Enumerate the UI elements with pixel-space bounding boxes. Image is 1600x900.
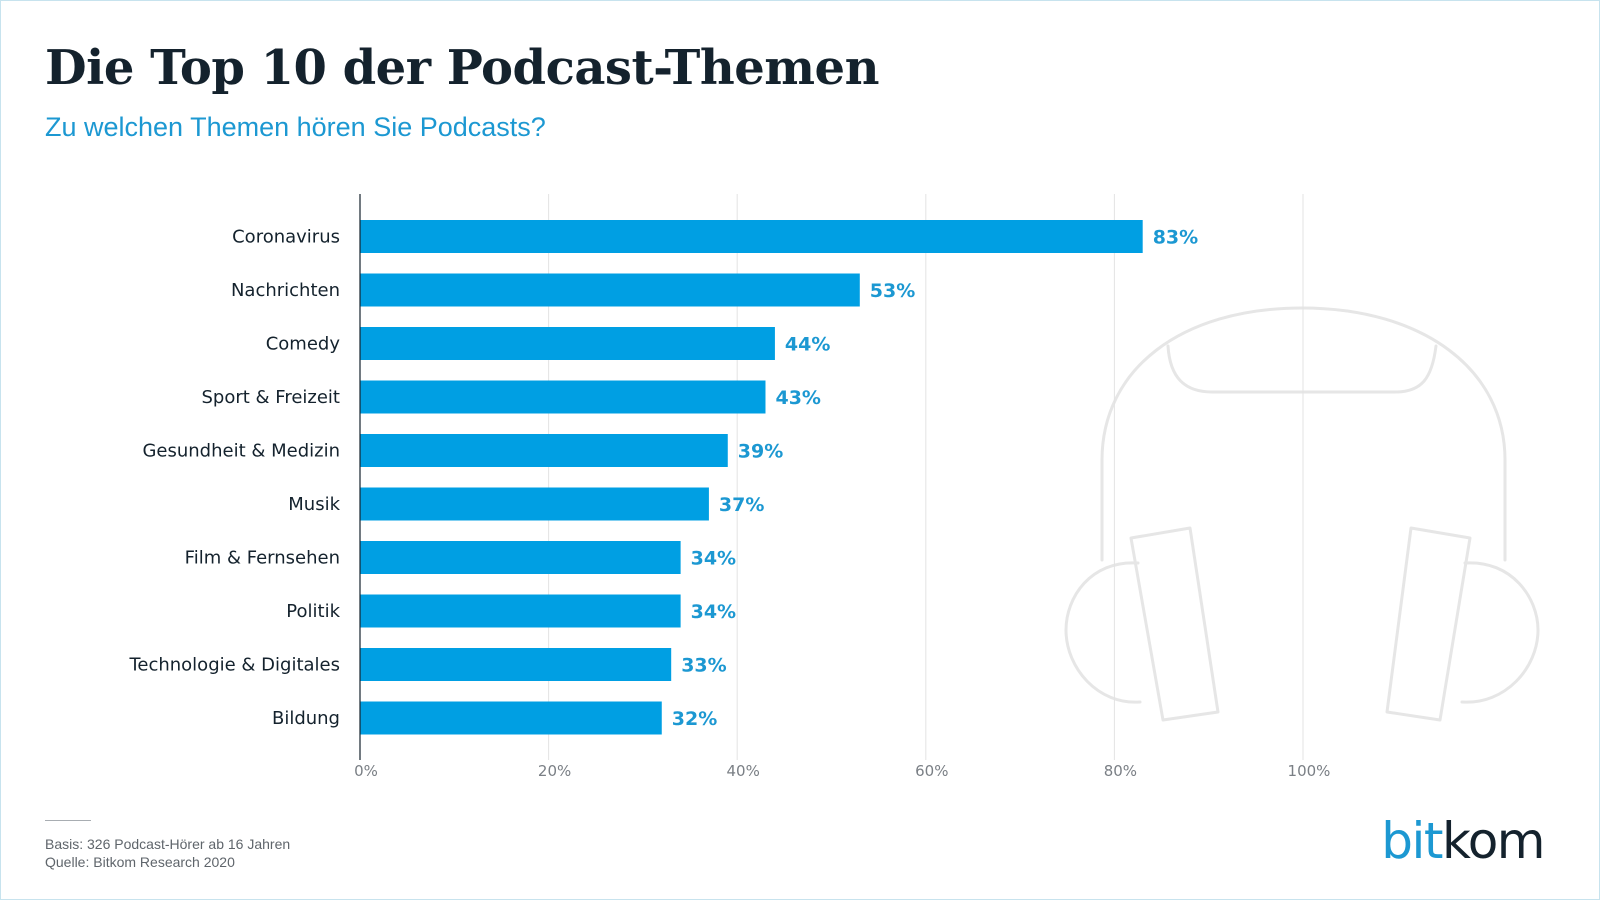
value-label: 33% bbox=[681, 655, 726, 677]
x-axis-tick-labels: 0% 20% 40% 60% 80% 100% bbox=[354, 762, 1330, 780]
category-label: Comedy bbox=[266, 334, 341, 355]
headband-cushion bbox=[1166, 344, 1438, 394]
bar bbox=[360, 273, 860, 307]
chart-title: Die Top 10 der Podcast-Themen bbox=[45, 40, 879, 96]
bar bbox=[360, 648, 672, 681]
value-label: 44% bbox=[785, 334, 830, 356]
value-label: 43% bbox=[775, 387, 820, 409]
logo-part-bit: bit bbox=[1381, 812, 1443, 870]
bar bbox=[360, 220, 1143, 253]
ear-cup-right bbox=[1385, 526, 1472, 722]
category-labels: Coronavirus Nachrichten Comedy Sport & Frei… bbox=[128, 227, 340, 730]
footnote-divider bbox=[45, 820, 91, 821]
headband-outer bbox=[1100, 306, 1507, 562]
footnote-basis: Basis: 326 Podcast-Hörer ab 16 Jahren bbox=[45, 836, 291, 852]
category-label: Nachrichten bbox=[231, 280, 340, 301]
value-label: 53% bbox=[870, 280, 915, 302]
bar bbox=[360, 594, 681, 628]
x-tick-label: 80% bbox=[1104, 762, 1137, 780]
category-label: Film & Fernsehen bbox=[185, 548, 340, 569]
category-label: Sport & Freizeit bbox=[201, 387, 340, 408]
ear-cushion-left bbox=[1064, 561, 1142, 704]
x-tick-label: 0% bbox=[354, 762, 378, 780]
bar bbox=[360, 380, 766, 414]
value-label: 34% bbox=[691, 548, 736, 570]
category-label: Musik bbox=[288, 494, 340, 515]
x-tick-label: 60% bbox=[915, 762, 948, 780]
bar bbox=[360, 434, 728, 467]
bar bbox=[360, 327, 775, 360]
value-labels: 83% 53% 44% 43% 39% 37% 34% 34% 33% 32% bbox=[672, 227, 1198, 731]
category-label: Coronavirus bbox=[232, 227, 340, 248]
category-label: Bildung bbox=[272, 708, 340, 729]
value-label: 34% bbox=[691, 601, 736, 623]
x-tick-label: 20% bbox=[538, 762, 571, 780]
category-label: Gesundheit & Medizin bbox=[142, 441, 340, 462]
ear-cup-left bbox=[1129, 526, 1220, 722]
value-label: 39% bbox=[738, 441, 783, 463]
x-tick-label: 100% bbox=[1288, 762, 1331, 780]
bar bbox=[360, 701, 662, 735]
bar bbox=[360, 541, 681, 574]
value-label: 32% bbox=[672, 708, 717, 730]
headphones-icon bbox=[1064, 306, 1540, 722]
category-label: Politik bbox=[286, 601, 340, 622]
footnote-source: Quelle: Bitkom Research 2020 bbox=[45, 854, 235, 870]
bitkom-logo: bitkom bbox=[1381, 816, 1545, 866]
chart-subtitle: Zu welchen Themen hören Sie Podcasts? bbox=[45, 112, 546, 142]
logo-part-kom: kom bbox=[1442, 812, 1545, 870]
bar bbox=[360, 487, 709, 521]
ear-cushion-right bbox=[1460, 561, 1540, 704]
bars bbox=[360, 220, 1143, 735]
value-label: 83% bbox=[1153, 227, 1198, 249]
x-tick-label: 40% bbox=[727, 762, 760, 780]
value-label: 37% bbox=[719, 494, 764, 516]
category-label: Technologie & Digitales bbox=[128, 655, 340, 676]
